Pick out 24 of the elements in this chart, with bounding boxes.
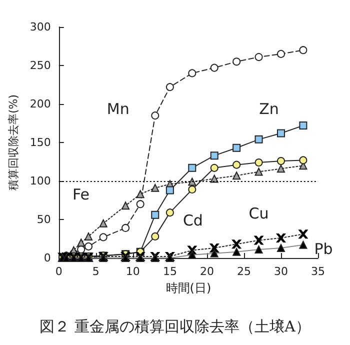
x-axis-title: 時間(日) (166, 281, 212, 295)
x-tick-label: 0 (55, 265, 62, 278)
y-tick-label: 200 (30, 98, 51, 110)
x-tick-label: 5 (92, 265, 100, 278)
y-axis-title: 積算回収除去率(%) (7, 94, 20, 191)
series-label: Zn (259, 100, 279, 118)
x-tick-label: 35 (311, 265, 325, 278)
series-label: Pb (314, 240, 333, 258)
y-tick-label: 300 (30, 20, 51, 34)
x-tick-label: 25 (236, 265, 251, 278)
y-tick-label: 100 (30, 174, 51, 188)
x-tick-label: 20 (200, 265, 214, 278)
x-tick-label: 15 (162, 265, 177, 278)
y-tick-label: 250 (30, 59, 51, 72)
y-tick-label: 150 (30, 136, 51, 149)
series-label: Cd (182, 212, 203, 230)
series-label: Fe (72, 185, 90, 204)
series-label: Mn (106, 100, 130, 118)
y-tick-label: 0 (44, 252, 51, 264)
x-tick-label: 30 (274, 265, 288, 278)
y-tick-label: 50 (36, 213, 51, 226)
x-tick-label: 10 (126, 265, 140, 278)
text: 図２ 重金属の積算回収除去率（土壌A） (40, 318, 310, 336)
series-label: Cu (248, 204, 269, 222)
